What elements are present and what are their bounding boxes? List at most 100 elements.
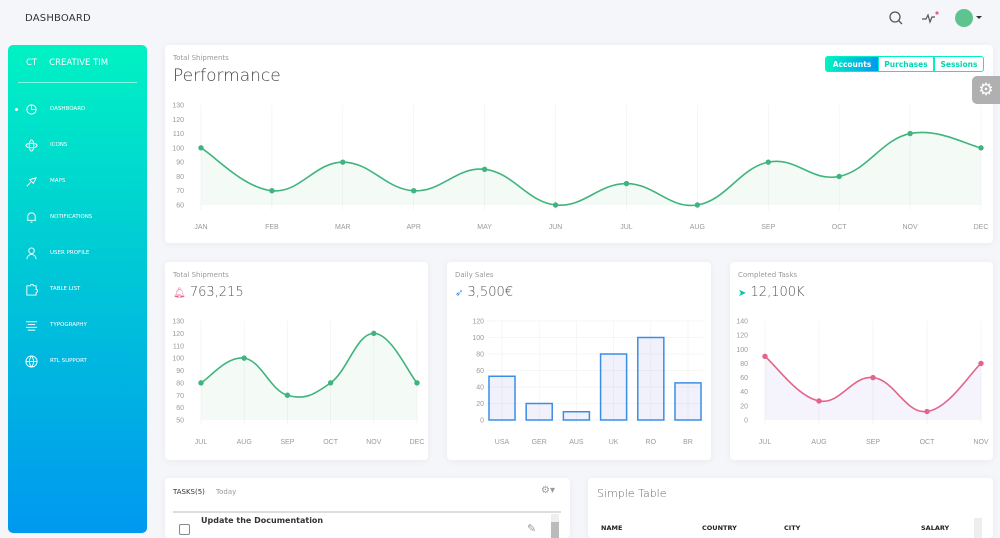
x-tick-label: APR — [407, 224, 421, 231]
x-tick-label: NOV — [366, 439, 382, 446]
x-tick-label: OCT — [832, 224, 848, 231]
sidebar-item-user-profile[interactable]: USER PROFILE — [8, 242, 147, 264]
tab-accounts[interactable]: Accounts — [825, 56, 879, 72]
sidebar-item-dashboard[interactable]: DASHBOARD — [8, 98, 147, 120]
bar-uk — [599, 353, 628, 421]
x-tick-label: SEP — [866, 439, 880, 446]
sidebar-item-label: USER PROFILE — [50, 250, 90, 256]
scrollbar[interactable] — [974, 518, 982, 538]
column-header: NAME — [601, 524, 623, 532]
bar-ger — [525, 402, 553, 421]
card-value: 12,100K — [750, 285, 805, 300]
data-point-jul — [623, 180, 630, 187]
y-tick-label: 0 — [480, 418, 484, 425]
y-tick-label: 0 — [744, 418, 748, 425]
activity-icon[interactable] — [920, 8, 940, 28]
puzzle-icon — [26, 283, 38, 296]
area-fill — [201, 132, 981, 206]
data-point-jun — [552, 202, 559, 208]
tab-sessions[interactable]: Sessions — [934, 56, 984, 72]
bar-usa — [488, 375, 516, 421]
bell-icon — [26, 211, 37, 223]
search-icon[interactable] — [886, 8, 906, 28]
sidebar-item-icons[interactable]: ICONS — [8, 134, 147, 156]
performance-card: Total Shipments Performance — [165, 45, 993, 243]
sidebar-item-notifications[interactable]: NOTIFICATIONS — [8, 206, 147, 228]
logo-mini[interactable]: CT — [26, 58, 38, 68]
column-header: CITY — [784, 524, 801, 532]
y-tick-label: 100 — [736, 347, 748, 354]
bar-aus — [562, 411, 591, 421]
data-point-aug — [694, 202, 701, 208]
table-title: Simple Table — [597, 487, 667, 500]
x-tick-label: NOV — [973, 439, 989, 446]
data-point-jan — [198, 145, 204, 151]
x-tick-label: FEB — [265, 224, 279, 231]
data-point-dec — [978, 145, 984, 151]
logo-text[interactable]: CREATIVE TIM — [49, 58, 109, 68]
column-header: SALARY — [921, 524, 950, 532]
data-point-oct — [924, 408, 930, 415]
pencil-icon[interactable]: ✎ — [527, 522, 537, 535]
y-tick-label: 70 — [176, 393, 184, 400]
scrollbar[interactable] — [551, 514, 559, 538]
data-point-nov — [371, 330, 377, 337]
x-tick-label: DEC — [974, 224, 989, 231]
tasks-title: TASKS(5) — [173, 488, 205, 496]
world-icon — [25, 354, 38, 368]
card-category: Completed Tasks — [738, 271, 798, 279]
y-tick-label: 20 — [476, 401, 484, 408]
x-tick-label: OCT — [920, 439, 936, 446]
avatar[interactable] — [955, 9, 973, 27]
tab-purchases[interactable]: Purchases — [878, 56, 934, 72]
completed-tasks-card: Completed Tasks ➤ 12,100K — [730, 262, 993, 460]
x-tick-label: JUL — [195, 439, 208, 446]
gear-dropdown-icon[interactable]: ⚙▾ — [541, 485, 555, 496]
x-tick-label: JUN — [549, 224, 563, 231]
y-tick-label: 120 — [172, 117, 184, 124]
data-point-dec — [414, 380, 420, 386]
y-tick-label: 100 — [172, 145, 184, 152]
y-tick-label: 120 — [736, 333, 748, 340]
sidebar-item-rtl-support[interactable]: RTL SUPPORT — [8, 350, 147, 372]
settings-gear-button[interactable]: ⚙ — [972, 76, 1000, 104]
y-tick-label: 80 — [740, 361, 748, 368]
sidebar-item-table-list[interactable]: TABLE LIST — [8, 278, 147, 300]
card-category: Total Shipments — [173, 271, 229, 279]
sidebar-item-typography[interactable]: TYPOGRAPHY — [8, 314, 147, 336]
sidebar-item-label: TABLE LIST — [50, 286, 81, 292]
x-tick-label: UK — [609, 439, 619, 446]
x-tick-label: MAR — [335, 224, 351, 231]
y-tick-label: 90 — [176, 160, 184, 167]
atom-icon — [25, 138, 38, 152]
y-tick-label: 70 — [176, 188, 184, 195]
y-tick-label: 80 — [476, 352, 484, 359]
x-tick-label: GER — [532, 439, 547, 446]
task-title: Update the Documentation — [201, 516, 324, 525]
y-tick-label: 110 — [173, 343, 184, 350]
tasks-subtitle: Today — [216, 488, 237, 496]
x-tick-label: OCT — [323, 439, 339, 446]
data-point-mar — [340, 159, 346, 165]
data-point-aug — [816, 398, 822, 404]
y-tick-label: 140 — [736, 319, 748, 326]
sidebar-item-maps[interactable]: MAPS — [8, 170, 147, 192]
column-header: COUNTRY — [702, 524, 737, 532]
x-tick-label: AUS — [569, 439, 584, 446]
area-fill — [765, 356, 981, 420]
sidebar-item-label: MAPS — [50, 178, 66, 184]
data-point-may — [481, 166, 488, 172]
x-tick-label: MAY — [477, 224, 492, 231]
y-tick-label: 80 — [176, 174, 184, 181]
x-tick-label: SEP — [761, 224, 775, 231]
y-tick-label: 60 — [176, 405, 184, 412]
caret-down-icon[interactable] — [976, 16, 982, 22]
pin-icon — [26, 176, 38, 186]
y-tick-label: 110 — [173, 131, 184, 138]
y-tick-label: 80 — [176, 380, 184, 387]
data-point-aug — [241, 355, 247, 361]
active-dot — [15, 107, 18, 111]
x-tick-label: NOV — [903, 224, 919, 231]
tasks-card: TASKS(5) Today ⚙▾ Update the Documentati… — [165, 478, 570, 538]
